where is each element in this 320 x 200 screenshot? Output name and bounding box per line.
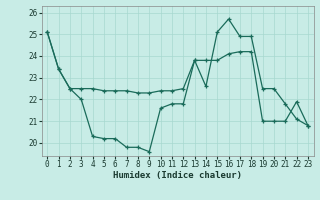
X-axis label: Humidex (Indice chaleur): Humidex (Indice chaleur): [113, 171, 242, 180]
